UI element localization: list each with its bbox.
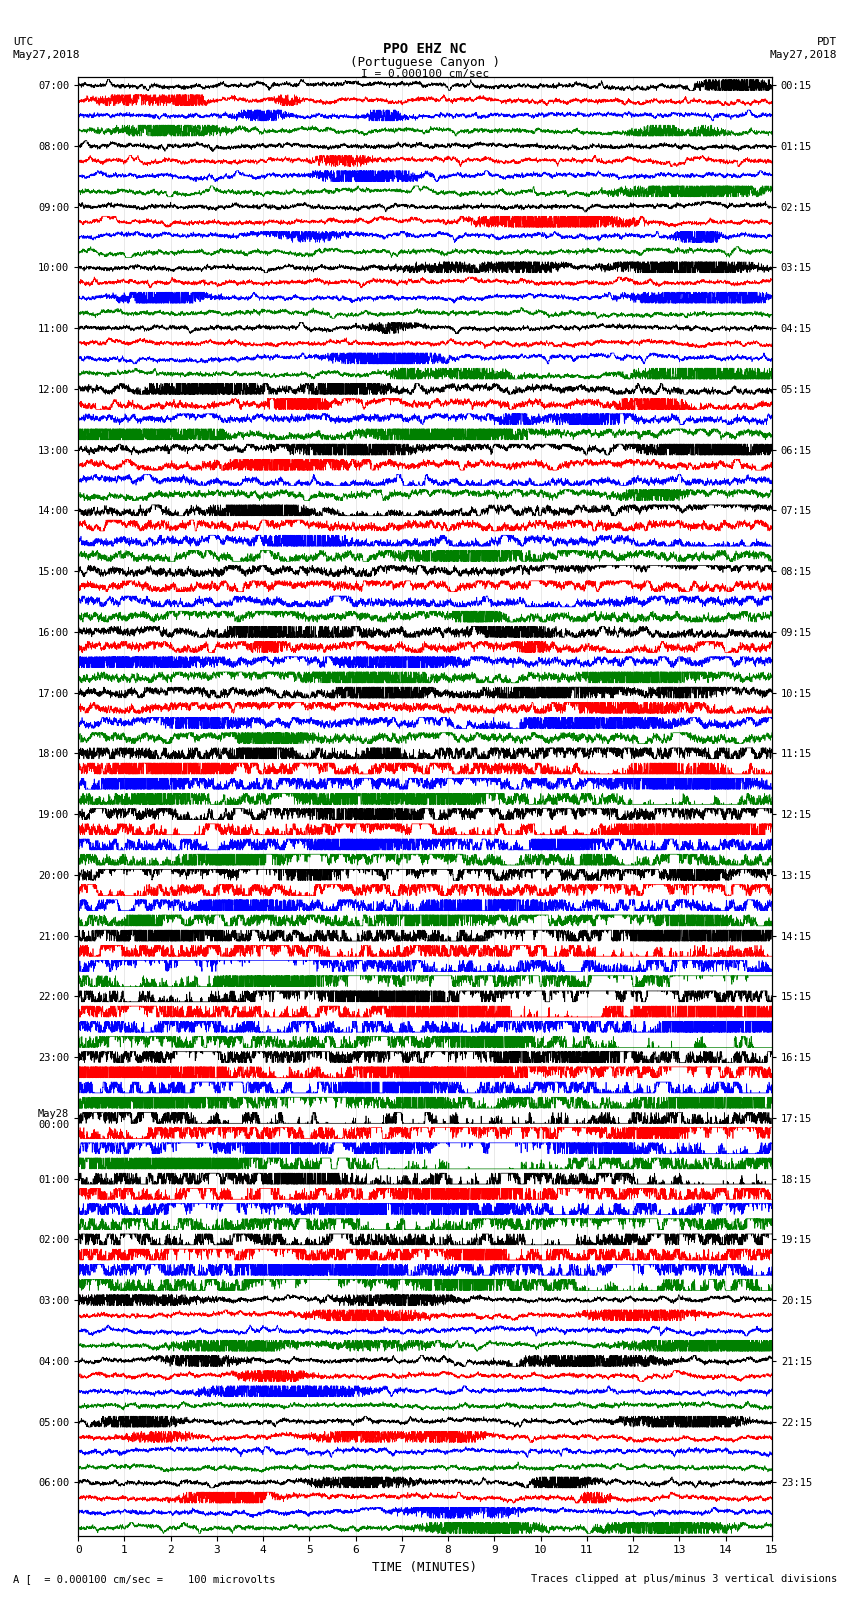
Text: May27,2018: May27,2018 bbox=[13, 50, 80, 60]
Text: A [  = 0.000100 cm/sec =    100 microvolts: A [ = 0.000100 cm/sec = 100 microvolts bbox=[13, 1574, 275, 1584]
X-axis label: TIME (MINUTES): TIME (MINUTES) bbox=[372, 1561, 478, 1574]
Text: I = 0.000100 cm/sec: I = 0.000100 cm/sec bbox=[361, 69, 489, 79]
Text: May27,2018: May27,2018 bbox=[770, 50, 837, 60]
Text: PDT: PDT bbox=[817, 37, 837, 47]
Text: PPO EHZ NC: PPO EHZ NC bbox=[383, 42, 467, 56]
Text: UTC: UTC bbox=[13, 37, 33, 47]
Text: Traces clipped at plus/minus 3 vertical divisions: Traces clipped at plus/minus 3 vertical … bbox=[531, 1574, 837, 1584]
Text: (Portuguese Canyon ): (Portuguese Canyon ) bbox=[350, 56, 500, 69]
